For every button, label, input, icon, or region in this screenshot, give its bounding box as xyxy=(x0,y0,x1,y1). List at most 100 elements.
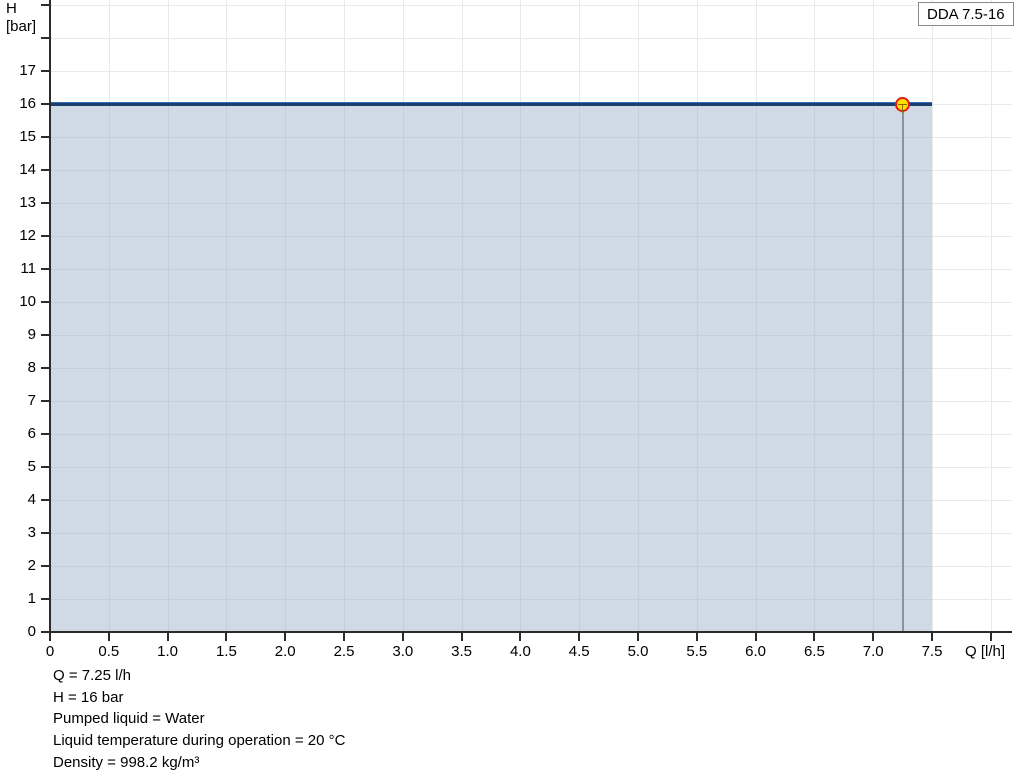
y-axis-tick-label: 9 xyxy=(27,326,36,343)
duty-marker-crosshair-vertical xyxy=(902,103,904,113)
y-axis-tick xyxy=(41,202,50,204)
gridline-horizontal-filled xyxy=(50,335,932,336)
y-axis-tick xyxy=(41,301,50,303)
x-axis-tick xyxy=(989,633,992,641)
duty-point-marker[interactable] xyxy=(895,96,911,113)
y-axis-tick xyxy=(41,400,50,402)
y-axis-tick xyxy=(41,169,50,171)
y-axis-tick-label: 11 xyxy=(20,260,36,277)
y-axis-tick xyxy=(41,565,50,567)
gridline-horizontal-filled xyxy=(50,368,932,369)
legend-label: DDA 7.5-16 xyxy=(927,5,1005,23)
y-axis-tick xyxy=(41,103,50,105)
gridline-horizontal-filled xyxy=(50,401,932,402)
x-axis-tick-label: 2.5 xyxy=(333,643,355,660)
y-axis-tick xyxy=(41,367,50,369)
y-axis-line xyxy=(49,0,51,633)
gridline-horizontal-filled xyxy=(50,137,932,138)
y-axis-tick-label: 14 xyxy=(19,161,36,178)
y-axis-tick xyxy=(41,235,50,237)
info-line: Q = 7.25 l/h xyxy=(53,667,131,684)
gridline-horizontal xyxy=(50,71,1012,72)
x-axis-line xyxy=(49,631,1012,633)
gridline-horizontal-filled xyxy=(50,170,932,171)
gridline-horizontal xyxy=(50,5,1012,6)
gridline-vertical xyxy=(932,0,933,632)
x-axis-tick xyxy=(872,633,875,641)
x-axis-tick-label: 1.5 xyxy=(215,643,237,660)
info-line: Density = 998.2 kg/m³ xyxy=(53,753,200,771)
y-axis-tick-label: 1 xyxy=(27,590,36,607)
gridline-horizontal-filled xyxy=(50,269,932,270)
y-axis-tick-label: 16 xyxy=(19,95,36,112)
info-line: Liquid temperature during operation = 20… xyxy=(53,732,346,750)
plot-area xyxy=(50,0,1012,632)
duty-point-info-block: Q = 7.25 l/h H = 16 bar Pumped liquid = Wa… xyxy=(53,665,345,774)
y-axis-tick xyxy=(41,466,50,468)
x-axis-tick-label: 2.0 xyxy=(274,643,296,660)
y-axis-tick xyxy=(41,598,50,600)
x-axis-tick-label: 4.5 xyxy=(568,643,590,660)
y-axis-tick xyxy=(41,4,50,6)
x-axis-tick xyxy=(460,633,463,641)
gridline-horizontal-filled xyxy=(50,467,932,468)
gridline-horizontal-filled xyxy=(50,566,932,567)
x-axis-tick xyxy=(49,633,51,641)
y-axis-tick xyxy=(41,268,50,270)
x-axis-tick-label: 5.0 xyxy=(627,643,649,660)
x-axis-tick xyxy=(519,633,522,641)
y-axis-tick-label: 4 xyxy=(27,491,36,508)
gridline-horizontal-filled xyxy=(50,599,932,600)
y-axis-tick xyxy=(41,631,50,633)
x-axis-tick-label: 6.0 xyxy=(745,643,767,660)
y-axis-tick-label: 10 xyxy=(19,293,36,310)
pump-performance-chart: 0 1 2 3 4 5 6 7 8 9 10 11 12 13 14 15 16 17 0 0.5 1.0 1.5 2.0 2… xyxy=(6,0,1014,660)
x-axis-tick xyxy=(637,633,639,641)
y-axis-tick-label: 0 xyxy=(27,623,36,640)
x-axis-tick-label: 4.0 xyxy=(509,643,531,660)
x-axis-tick xyxy=(401,633,404,641)
gridline-horizontal xyxy=(50,38,1012,39)
gridline-horizontal-filled xyxy=(50,500,932,501)
x-axis-tick xyxy=(284,633,287,641)
x-axis-tick-label: 0.5 xyxy=(98,643,120,660)
x-axis-tick-label: 7.5 xyxy=(921,643,943,660)
x-axis-tick xyxy=(931,633,933,641)
y-axis-tick xyxy=(41,334,50,336)
y-axis-tick-label: 13 xyxy=(19,194,36,211)
x-axis-tick-label: 3.5 xyxy=(451,643,473,660)
x-axis-tick-label: 3.0 xyxy=(392,643,414,660)
gridline-horizontal-filled xyxy=(50,533,932,534)
gridline-horizontal-filled xyxy=(50,203,932,204)
gridline-horizontal-filled xyxy=(50,236,932,237)
x-axis-tick xyxy=(343,633,345,641)
x-axis-tick xyxy=(107,633,110,641)
x-axis-tick xyxy=(225,633,228,641)
y-axis-title-unit: [bar] xyxy=(6,18,37,35)
pump-curve-series xyxy=(50,102,932,106)
y-axis-tick-label: 2 xyxy=(27,557,36,574)
y-axis-tick-label: 12 xyxy=(19,227,36,244)
y-axis-tick-label: 3 xyxy=(27,524,36,541)
y-axis-tick xyxy=(41,70,50,72)
y-axis-tick-label: 5 xyxy=(27,458,36,475)
y-axis-title-symbol: H xyxy=(6,0,17,17)
y-axis-tick xyxy=(41,433,50,435)
x-axis-tick xyxy=(813,633,816,641)
x-axis-tick-label: 1.0 xyxy=(157,643,179,660)
x-axis-tick xyxy=(754,633,757,641)
legend-box[interactable]: DDA 7.5-16 xyxy=(918,2,1014,26)
y-axis-tick-label: 6 xyxy=(27,425,36,442)
y-axis-tick-label: 15 xyxy=(19,128,36,145)
y-axis-tick xyxy=(41,136,50,138)
y-axis-tick-label: 8 xyxy=(27,359,36,376)
x-axis-tick-label: 7.0 xyxy=(862,643,884,660)
gridline-horizontal-filled xyxy=(50,302,932,303)
gridline-horizontal-filled xyxy=(50,434,932,435)
y-axis-tick-label: 7 xyxy=(27,392,36,409)
y-axis-tick xyxy=(41,37,50,39)
y-axis-title: H [bar] xyxy=(6,0,36,36)
x-axis-tick xyxy=(578,633,581,641)
y-axis-tick xyxy=(41,499,50,501)
